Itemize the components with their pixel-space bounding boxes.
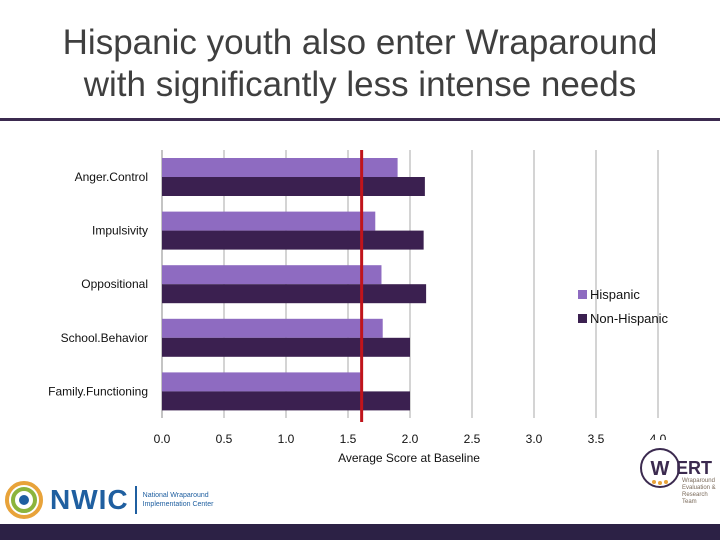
x-tick-label: 3.5 [588, 432, 605, 446]
category-label: Family.Functioning [48, 384, 148, 398]
footer-bar [0, 524, 720, 540]
x-tick-label: 2.5 [464, 432, 481, 446]
nwic-divider [134, 486, 137, 514]
x-tick-label: 0.0 [154, 432, 171, 446]
wert-wordmark: ERT [676, 458, 712, 478]
nwic-wordmark: NWIC [50, 484, 129, 515]
category-label: School.Behavior [61, 331, 148, 345]
wert-logo: W ERT Wraparound Evaluation & Research T… [636, 440, 720, 524]
nwic-logo: NWIC National Wraparound Implementation … [4, 478, 233, 522]
bar-non-hispanic [162, 391, 410, 411]
legend-label: Hispanic [590, 287, 640, 302]
nwic-subtitle-line-2: Implementation Center [142, 501, 214, 508]
wert-w-letter: W [651, 458, 670, 480]
bar-hispanic [162, 318, 383, 338]
category-label: Anger.Control [75, 170, 148, 184]
wert-subtitle: Wraparound Evaluation & Research Team [682, 478, 716, 505]
legend-swatch-hispanic [578, 290, 587, 299]
bar-non-hispanic [162, 177, 425, 196]
bar-non-hispanic [162, 337, 410, 357]
bar-non-hispanic [162, 284, 427, 304]
x-tick-label: 1.5 [340, 432, 357, 446]
x-tick-label: 0.5 [216, 432, 233, 446]
slide-title: Hispanic youth also enter Wraparound wit… [0, 22, 720, 106]
category-label: Oppositional [81, 277, 148, 291]
bar-hispanic [162, 372, 361, 392]
legend-label: Non-Hispanic [590, 311, 669, 326]
category-label: Impulsivity [92, 224, 148, 238]
x-axis-title: Average Score at Baseline [338, 451, 480, 465]
bar-hispanic [162, 211, 376, 231]
bar-hispanic [162, 265, 382, 285]
title-divider [0, 118, 720, 121]
bar-non-hispanic [162, 230, 424, 250]
x-tick-label: 3.0 [526, 432, 543, 446]
x-tick-label: 2.0 [402, 432, 419, 446]
bar-hispanic [162, 158, 398, 177]
legend-swatch-non-hispanic [578, 314, 587, 323]
wert-emblem-icon: W [640, 448, 680, 488]
nwic-subtitle-line-1: National Wraparound [142, 492, 209, 499]
x-tick-label: 1.0 [278, 432, 295, 446]
title-line-2: with significantly less intense needs [83, 65, 637, 104]
nwic-swirl-icon [5, 481, 43, 519]
title-line-1: Hispanic youth also enter Wraparound [62, 23, 658, 62]
nwic-subtitle: National Wraparound Implementation Cente… [143, 491, 233, 509]
